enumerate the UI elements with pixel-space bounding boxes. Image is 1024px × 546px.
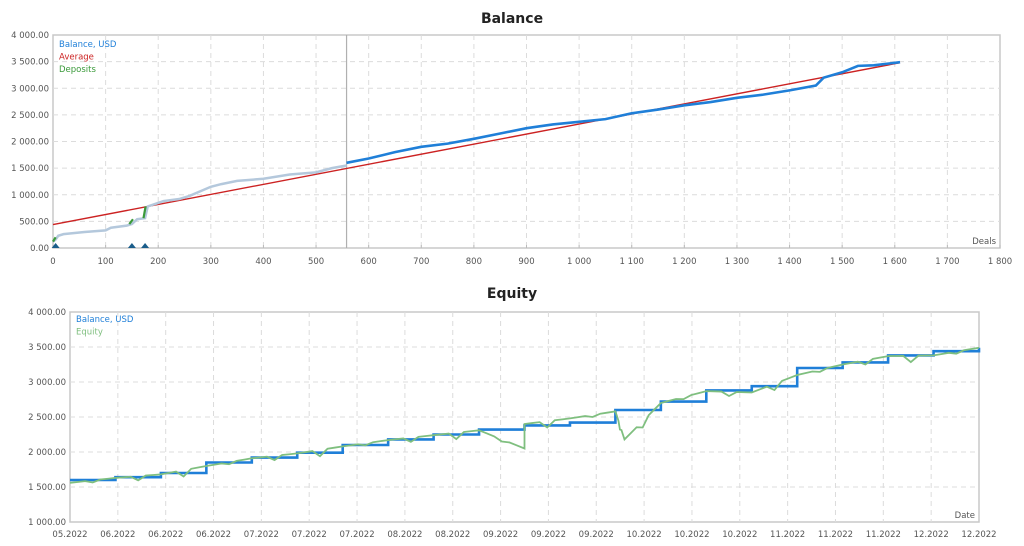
- y-tick-label: 1 500.00: [11, 164, 49, 174]
- x-tick-label: 1 700: [935, 257, 959, 267]
- y-tick-label: 2 500.00: [28, 413, 66, 423]
- x-tick-label: 1 800: [988, 257, 1012, 267]
- x-tick-label: 300: [203, 257, 219, 267]
- equity-chart-title: Equity: [486, 286, 538, 302]
- x-tick-label: 1 300: [725, 257, 749, 267]
- legend-item: Balance, USD: [76, 315, 134, 325]
- x-tick-label: 09.2022: [531, 530, 566, 540]
- x-tick-label: 400: [255, 257, 271, 267]
- x-tick-label: 200: [150, 257, 166, 267]
- y-tick-label: 3 500.00: [28, 343, 66, 353]
- y-tick-label: 0.00: [30, 244, 49, 254]
- y-tick-label: 3 000.00: [11, 84, 49, 94]
- x-tick-label: 11.2022: [866, 530, 901, 540]
- x-tick-label: 1 600: [883, 257, 907, 267]
- x-axis-label: Date: [955, 511, 975, 521]
- x-tick-label: 10.2022: [722, 530, 757, 540]
- x-tick-label: 1 400: [777, 257, 801, 267]
- balance-chart: Balance 0.00 500.00 1 000.00 1 500.00 2 000.…: [0, 0, 1024, 272]
- x-tick-label: 10.2022: [627, 530, 662, 540]
- deposit-marker-icon: [141, 243, 150, 248]
- x-tick-label: 600: [361, 257, 377, 267]
- x-tick-label: 08.2022: [435, 530, 470, 540]
- y-tick-label: 1 000.00: [28, 518, 66, 528]
- x-tick-label: 06.2022: [100, 530, 135, 540]
- x-tick-label: 06.2022: [196, 530, 231, 540]
- x-tick-label: 12.2022: [961, 530, 996, 540]
- deposit-marker-icon: [51, 243, 60, 248]
- y-tick-label: 2 000.00: [28, 448, 66, 458]
- x-tick-label: 06.2022: [148, 530, 183, 540]
- balance-history-line: [52, 164, 347, 243]
- deposit-step: [52, 236, 57, 243]
- legend-item: Equity: [76, 328, 103, 338]
- x-tick-label: 700: [413, 257, 429, 267]
- average-line: [52, 62, 901, 226]
- x-tick-label: 11.2022: [818, 530, 853, 540]
- x-tick-label: 1 200: [672, 257, 696, 267]
- x-tick-label: 0: [50, 257, 55, 267]
- x-tick-label: 09.2022: [483, 530, 518, 540]
- x-tick-label: 09.2022: [579, 530, 614, 540]
- x-tick-label: 11.2022: [770, 530, 805, 540]
- y-tick-label: 4 000.00: [11, 31, 49, 41]
- x-tick-label: 500: [308, 257, 324, 267]
- x-tick-label: 05.2022: [52, 530, 87, 540]
- y-tick-label: 500.00: [19, 217, 49, 227]
- legend-item: Deposits: [59, 65, 96, 75]
- x-tick-label: 07.2022: [292, 530, 327, 540]
- x-tick-label: 07.2022: [339, 530, 374, 540]
- x-tick-label: 07.2022: [244, 530, 279, 540]
- legend-item: Average: [59, 53, 94, 63]
- x-tick-label: 12.2022: [914, 530, 949, 540]
- x-tick-label: 1 100: [620, 257, 644, 267]
- x-tick-label: 10.2022: [674, 530, 709, 540]
- x-tick-label: 08.2022: [387, 530, 422, 540]
- balance-chart-title: Balance: [480, 11, 544, 27]
- x-tick-label: 800: [466, 257, 482, 267]
- y-tick-label: 1 000.00: [11, 191, 49, 201]
- y-tick-label: 3 000.00: [28, 378, 66, 388]
- equity-line: [69, 346, 980, 484]
- x-tick-label: 1 000: [567, 257, 591, 267]
- legend-item: Balance, USD: [59, 40, 117, 50]
- y-tick-label: 3 500.00: [11, 58, 49, 68]
- deposit-step: [142, 206, 147, 219]
- balance-chart-canvas: 0.00 500.00 1 000.00 1 500.00 2 000.00 2 500.…: [11, 31, 1012, 267]
- y-tick-label: 1 500.00: [28, 483, 66, 493]
- balance-line: [346, 60, 901, 165]
- y-tick-label: 2 500.00: [11, 111, 49, 121]
- x-axis-label: Deals: [972, 237, 996, 247]
- deposit-step: [128, 218, 134, 225]
- y-tick-label: 2 000.00: [11, 138, 49, 148]
- x-tick-label: 900: [518, 257, 534, 267]
- y-tick-label: 4 000.00: [28, 308, 66, 318]
- deposit-marker-icon: [127, 243, 136, 248]
- x-tick-label: 100: [97, 257, 113, 267]
- x-tick-label: 1 500: [830, 257, 854, 267]
